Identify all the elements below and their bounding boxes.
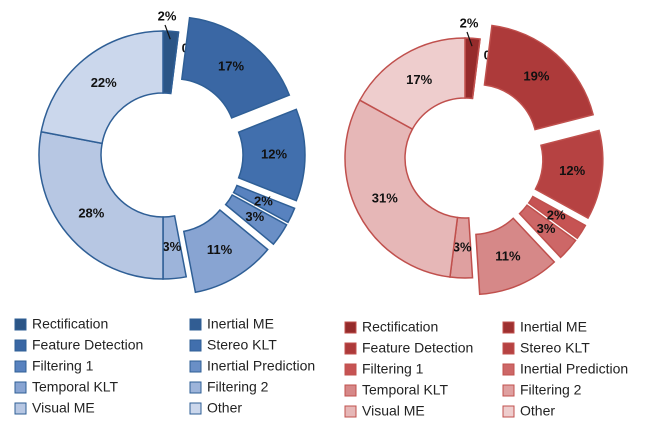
legend-swatch bbox=[14, 339, 27, 352]
legend-label: Visual ME bbox=[362, 403, 425, 419]
data-label: 11% bbox=[495, 249, 521, 264]
legend-swatch bbox=[14, 360, 27, 373]
leader-line bbox=[164, 24, 171, 40]
data-label: 2% bbox=[254, 194, 273, 209]
data-label: 11% bbox=[207, 242, 233, 257]
legend-label: Filtering 1 bbox=[32, 358, 94, 374]
legend-swatch bbox=[344, 405, 357, 418]
data-label: 3% bbox=[537, 221, 556, 236]
legend-swatch bbox=[502, 321, 515, 334]
slice bbox=[358, 37, 466, 131]
legend-swatch bbox=[189, 318, 202, 331]
slice bbox=[471, 38, 481, 99]
data-label: 2% bbox=[460, 15, 479, 30]
slice bbox=[162, 30, 180, 95]
legend-swatch bbox=[502, 363, 515, 376]
data-label: 28% bbox=[78, 206, 104, 221]
legend-swatch bbox=[189, 381, 202, 394]
legend-label: Inertial Prediction bbox=[207, 358, 315, 374]
data-label: 17% bbox=[406, 72, 432, 87]
legend-label: Rectification bbox=[362, 319, 438, 335]
legend-label: Temporal KLT bbox=[362, 382, 449, 398]
data-label: 22% bbox=[91, 75, 117, 90]
slice bbox=[534, 129, 604, 220]
slice bbox=[344, 99, 459, 278]
data-label: 31% bbox=[372, 190, 398, 205]
legend-swatch bbox=[189, 360, 202, 373]
legend-swatch bbox=[344, 342, 357, 355]
legend-label: Inertial ME bbox=[520, 319, 587, 335]
legend-swatch bbox=[14, 381, 27, 394]
legend-label: Other bbox=[520, 403, 555, 419]
data-label: 2% bbox=[158, 8, 177, 23]
slice bbox=[527, 195, 587, 240]
legend-label: Stereo KLT bbox=[520, 340, 590, 356]
slice bbox=[464, 37, 481, 100]
legend-label: Inertial ME bbox=[207, 316, 274, 332]
legend-swatch bbox=[344, 363, 357, 376]
legend-label: Temporal KLT bbox=[32, 379, 119, 395]
legend-swatch bbox=[502, 405, 515, 418]
data-label: 3% bbox=[453, 239, 472, 254]
legend-label: Feature Detection bbox=[362, 340, 473, 356]
legend-swatch bbox=[14, 318, 27, 331]
data-label: 19% bbox=[523, 68, 549, 83]
legend-label: Visual ME bbox=[32, 400, 95, 416]
legend-swatch bbox=[502, 384, 515, 397]
slice bbox=[182, 208, 269, 294]
slice bbox=[483, 24, 595, 131]
data-label: 3% bbox=[162, 239, 181, 254]
data-label: 2% bbox=[547, 207, 566, 222]
legend-swatch bbox=[14, 402, 27, 415]
data-label: 12% bbox=[559, 163, 585, 178]
legend-swatch bbox=[189, 402, 202, 415]
leader-line bbox=[466, 31, 473, 47]
slice bbox=[170, 31, 180, 94]
legend-swatch bbox=[344, 384, 357, 397]
data-label: 17% bbox=[218, 59, 244, 74]
legend-label: Feature Detection bbox=[32, 337, 143, 353]
slice bbox=[40, 30, 164, 145]
legend-label: Inertial Prediction bbox=[520, 361, 628, 377]
legend-swatch bbox=[189, 339, 202, 352]
legend-label: Other bbox=[207, 400, 242, 416]
legend-swatch bbox=[344, 321, 357, 334]
legend-swatch bbox=[502, 342, 515, 355]
slice bbox=[180, 16, 291, 119]
legend-label: Filtering 2 bbox=[207, 379, 269, 395]
legend-label: Filtering 2 bbox=[520, 382, 582, 398]
slice bbox=[518, 204, 577, 259]
data-label: 3% bbox=[245, 209, 264, 224]
slice bbox=[224, 193, 288, 246]
slice bbox=[232, 184, 296, 224]
legend-label: Filtering 1 bbox=[362, 361, 424, 377]
slice bbox=[38, 130, 164, 280]
legend-label: Rectification bbox=[32, 316, 108, 332]
slice bbox=[237, 108, 306, 202]
slice bbox=[475, 217, 556, 296]
legend-label: Stereo KLT bbox=[207, 337, 277, 353]
data-label: 12% bbox=[261, 146, 287, 161]
